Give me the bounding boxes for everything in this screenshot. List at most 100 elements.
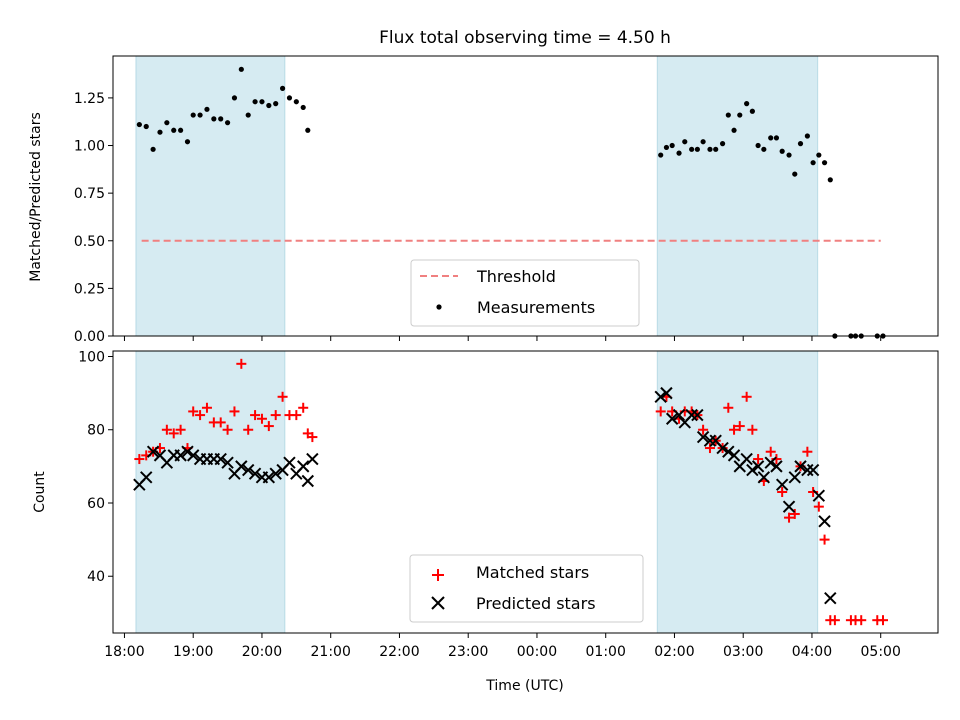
bottom-y-tick-label: 60	[87, 496, 105, 512]
matched-stars-point	[819, 534, 830, 545]
matched-stars-point	[753, 454, 764, 465]
top-legend-box	[410, 259, 640, 327]
top-y-tick-label: 0.00	[74, 329, 105, 345]
matched-stars-point	[168, 428, 179, 439]
bottom-y-ticks: 40 60 80 100	[78, 349, 113, 585]
matched-stars-point	[734, 421, 745, 432]
predicted-stars-point	[751, 460, 765, 473]
measurement-point	[204, 106, 210, 112]
predicted-stars-point	[703, 434, 717, 447]
predicted-stars-point	[770, 460, 783, 473]
predicted-stars-point	[794, 460, 807, 473]
x-tick-label: 21:00	[311, 644, 351, 660]
matched-stars-point	[765, 446, 776, 457]
top-y-tick-label: 1.25	[74, 91, 105, 107]
predicted-stars-point	[685, 408, 698, 422]
measurement-point	[245, 112, 251, 118]
measurement-point	[663, 144, 670, 151]
predicted-stars-point	[181, 445, 194, 458]
matched-stars-point	[704, 443, 715, 454]
matched-stars-point	[741, 391, 752, 402]
predicted-stars-point	[672, 408, 686, 422]
bottom-y-axis-label: Count	[32, 471, 48, 513]
matched-stars-point	[777, 487, 788, 497]
top-y-axis-label: Matched/Predicted stars	[28, 112, 44, 282]
x-tick-label: 05:00	[861, 644, 901, 660]
predicted-stars-point	[746, 463, 759, 477]
measurement-point	[827, 177, 833, 183]
legend-predicted-swatch	[431, 596, 445, 610]
predicted-stars-point	[301, 474, 314, 488]
bottom-shaded-interval	[135, 350, 286, 634]
measurement-point	[143, 123, 149, 130]
predicted-stars-point	[269, 467, 282, 480]
matched-stars-point	[236, 358, 247, 369]
top-y-tick-label: 1.00	[74, 139, 105, 155]
bottom-panel: Count Time (UTC) 40 60 80 100 18:00 19:00 20:…	[32, 349, 939, 694]
top-plot-frame	[112, 55, 939, 337]
predicted-stars-point	[187, 449, 200, 462]
matched-stars-point	[161, 424, 172, 435]
measurement-point	[725, 112, 731, 118]
matched-stars-point	[784, 512, 795, 523]
measurement-point	[749, 108, 755, 114]
matched-stars-point	[229, 406, 240, 417]
legend-matched-swatch	[432, 569, 444, 581]
predicted-stars-point	[665, 412, 679, 425]
x-tick-label: 02:00	[654, 644, 694, 660]
matched-stars-point	[215, 417, 226, 428]
legend-predicted-label: Predicted stars	[476, 594, 596, 613]
predicted-stars-point	[757, 471, 771, 484]
predicted-stars-point	[283, 456, 296, 469]
predicted-stars-point	[788, 471, 801, 484]
x-tick-label: 23:00	[448, 644, 488, 660]
x-tick-label: 03:00	[723, 644, 763, 660]
predicted-stars-point	[691, 408, 704, 422]
predicted-stars-point	[306, 452, 319, 466]
bottom-y-tick-label: 100	[78, 349, 105, 365]
measurement-point	[164, 120, 170, 126]
measurement-point	[694, 146, 700, 152]
measurement-point	[224, 120, 231, 126]
predicted-stars-point	[696, 430, 710, 444]
top-y-ticks: 0.00 0.25 0.50 0.75 1.00 1.25	[74, 91, 113, 345]
top-shaded-interval	[135, 55, 286, 337]
matched-stars-point	[813, 501, 824, 512]
predicted-stars-point	[740, 452, 753, 466]
predicted-stars-point	[248, 467, 262, 480]
predicted-stars-point	[297, 460, 310, 473]
predicted-stars-point	[140, 471, 153, 484]
top-shaded-interval	[656, 55, 819, 337]
measurement-point	[761, 146, 767, 152]
predicted-stars-point	[235, 460, 248, 473]
measurement-point	[682, 139, 688, 145]
predicted-stars-point	[812, 489, 826, 502]
measurement-point	[157, 129, 163, 135]
measurement-point	[238, 66, 244, 72]
matched-stars-point	[270, 410, 281, 421]
measurement-point	[676, 150, 682, 156]
matched-stars-point	[747, 424, 758, 435]
matched-stars-point	[723, 402, 734, 413]
bottom-shaded-regions	[135, 350, 819, 634]
matched-stars-point	[698, 424, 709, 435]
measurement-point	[171, 127, 177, 133]
matched-stars-point	[188, 406, 199, 417]
measurement-point	[744, 101, 750, 107]
bottom-y-tick-label: 80	[87, 423, 105, 439]
predicted-stars-point	[716, 441, 729, 455]
measurement-point	[218, 116, 224, 122]
measurement-point	[286, 95, 293, 101]
matched-stars-point	[134, 454, 145, 465]
top-panel: Flux total observing time = 4.50 h Match…	[28, 28, 939, 345]
measurement-point	[792, 171, 798, 177]
matched-stars-point	[250, 410, 261, 421]
measurement-point	[178, 127, 184, 133]
matched-stars-point	[201, 402, 212, 413]
x-tick-label: 19:00	[173, 644, 213, 660]
measurement-point	[700, 139, 706, 145]
predicted-stars-point	[174, 449, 187, 462]
x-tick-label: 00:00	[517, 644, 557, 660]
measurement-point	[779, 148, 785, 154]
matched-stars-point	[307, 432, 318, 443]
